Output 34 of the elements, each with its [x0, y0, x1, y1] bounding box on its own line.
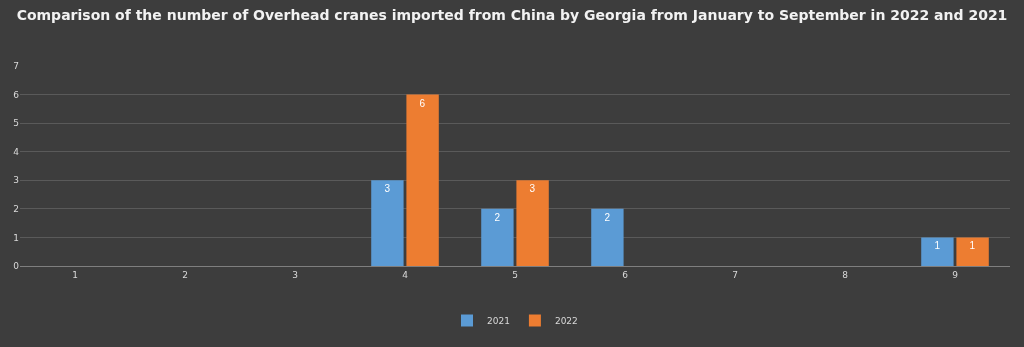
data-label: 2	[494, 211, 501, 223]
x-tick-label: 9	[952, 269, 959, 280]
x-tick-label: 4	[402, 269, 409, 280]
y-tick-label: 5	[13, 118, 19, 129]
bar	[956, 237, 989, 266]
data-label: 1	[969, 240, 976, 252]
bar	[406, 94, 439, 266]
data-label: 6	[419, 97, 426, 109]
x-tick-label: 2	[182, 269, 188, 280]
legend-label: 2021	[487, 316, 510, 327]
chart-title: Comparison of the number of Overhead cranes imported from China by Georgia from January to September in 2022 and 2021	[16, 7, 1008, 24]
y-tick-label: 0	[13, 261, 20, 272]
bar	[371, 180, 404, 266]
data-label: 1	[934, 240, 941, 252]
data-label: 2	[604, 211, 611, 223]
y-tick-label: 3	[13, 175, 19, 186]
y-tick-label: 6	[13, 89, 20, 100]
legend-label: 2022	[554, 316, 578, 327]
y-tick-label: 4	[13, 146, 20, 157]
x-tick-label: 1	[72, 269, 78, 280]
bar	[481, 208, 514, 266]
x-tick-label: 7	[732, 269, 738, 280]
x-tick-label: 8	[842, 269, 849, 280]
y-tick-label: 2	[13, 204, 19, 215]
y-tick-label: 1	[13, 232, 19, 243]
bar	[516, 180, 549, 266]
x-tick-label: 6	[622, 269, 629, 280]
data-label: 3	[529, 183, 536, 195]
bar	[591, 208, 624, 266]
bar	[921, 237, 954, 266]
x-tick-label: 5	[512, 269, 518, 280]
data-label: 3	[384, 183, 391, 195]
y-tick-label: 7	[13, 61, 19, 72]
x-tick-label: 3	[292, 269, 298, 280]
